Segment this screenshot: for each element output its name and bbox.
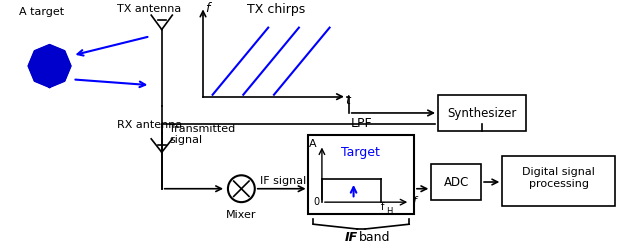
Text: Target: Target bbox=[341, 146, 380, 159]
Text: Synthesizer: Synthesizer bbox=[447, 107, 516, 121]
Polygon shape bbox=[28, 45, 70, 87]
Bar bbox=[308, 135, 414, 214]
Text: TX chirps: TX chirps bbox=[247, 3, 305, 16]
Text: Digital signal
processing: Digital signal processing bbox=[522, 167, 595, 189]
Text: f: f bbox=[380, 202, 384, 212]
Text: IF signal: IF signal bbox=[260, 176, 306, 186]
Bar bbox=[438, 95, 526, 131]
Text: f: f bbox=[412, 196, 416, 206]
Text: band: band bbox=[359, 231, 391, 242]
Text: Transmitted
signal: Transmitted signal bbox=[170, 123, 236, 145]
Text: LPF: LPF bbox=[351, 117, 372, 130]
Text: A target: A target bbox=[19, 7, 64, 17]
Text: 0: 0 bbox=[314, 197, 320, 207]
Text: t: t bbox=[345, 94, 350, 107]
Text: RX antenna: RX antenna bbox=[116, 120, 182, 130]
Text: TX antenna: TX antenna bbox=[116, 4, 181, 14]
Bar bbox=[502, 156, 616, 206]
Text: Mixer: Mixer bbox=[226, 210, 257, 220]
Text: f: f bbox=[205, 2, 209, 15]
Text: IF: IF bbox=[344, 231, 357, 242]
Text: H: H bbox=[386, 207, 392, 216]
Text: A: A bbox=[308, 138, 316, 149]
Text: ADC: ADC bbox=[444, 176, 469, 189]
Bar bbox=[431, 164, 481, 200]
